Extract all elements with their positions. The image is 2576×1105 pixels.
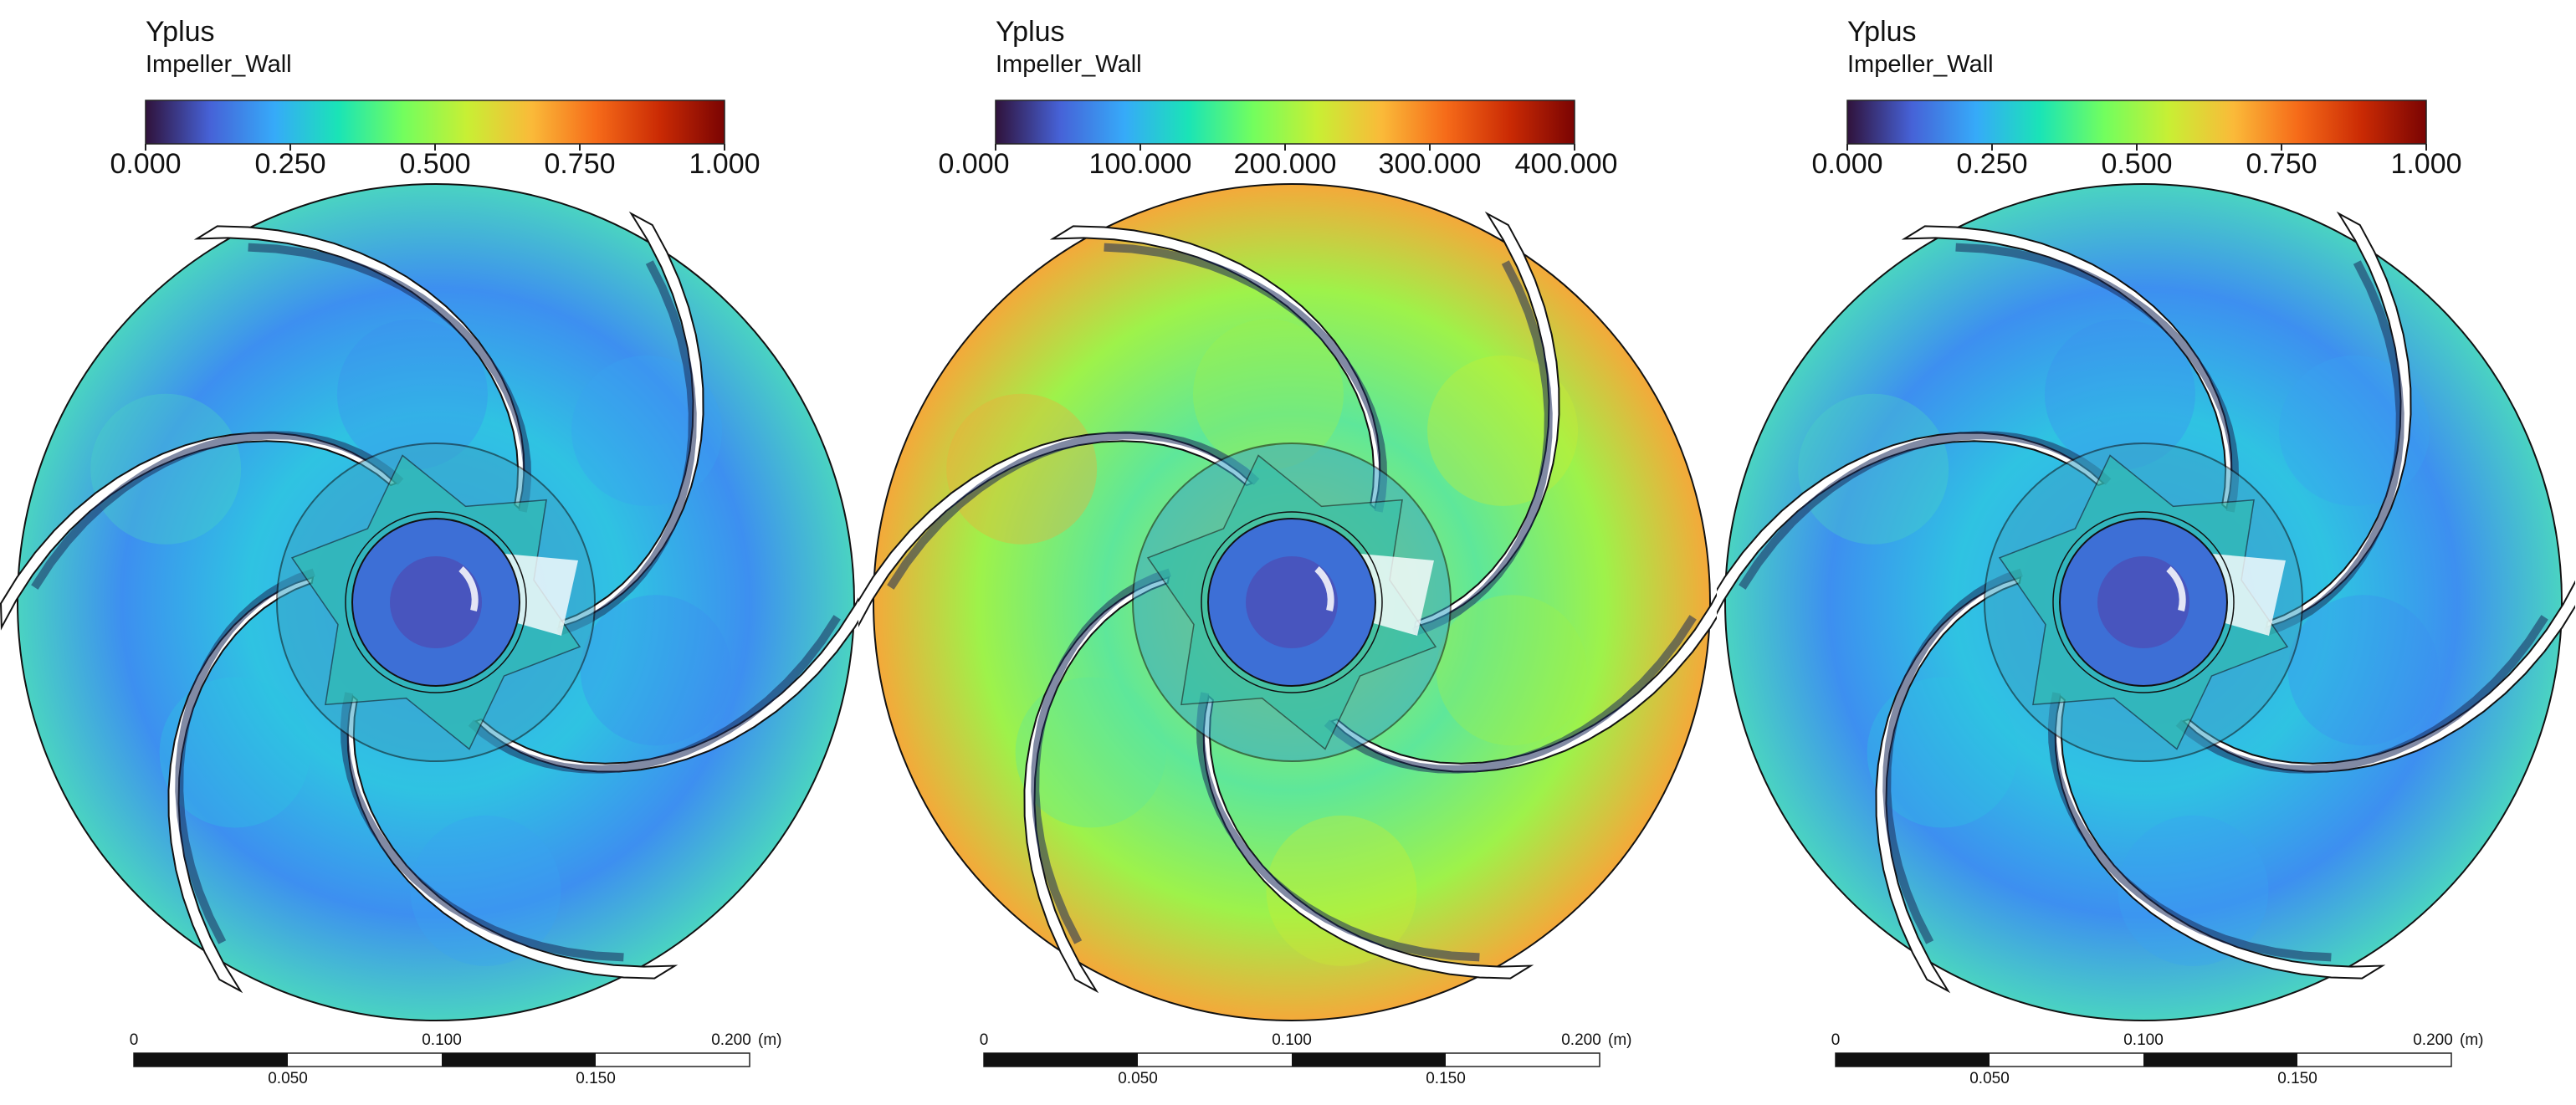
colorbar-tick-label: 0.500	[2101, 148, 2173, 180]
scale-unit: (m)	[1608, 1031, 1632, 1049]
colorbar-tick-label: 100.000	[1088, 148, 1192, 180]
scale-bar	[133, 1052, 750, 1067]
scale-tick-label: 0.200	[711, 1031, 751, 1049]
colorbar-tick-label: 1.000	[689, 148, 761, 180]
scale-tick-label: 0.200	[1561, 1031, 1601, 1049]
scale-bar	[1835, 1052, 2452, 1067]
scale-tick-label: 0.150	[1426, 1070, 1466, 1087]
colorbar-ticks	[1846, 144, 2427, 151]
location-title: Impeller_Wall	[146, 51, 292, 78]
colorbar-tick-label: 0.000	[938, 148, 1010, 180]
scale-tick-label: 0.100	[422, 1031, 462, 1049]
colorbar-tick-label: 0.000	[1811, 148, 1883, 180]
location-title: Impeller_Wall	[1847, 51, 1994, 78]
colorbar-tick-label: 300.000	[1378, 148, 1482, 180]
colorbar-tick-label: 0.000	[110, 148, 182, 180]
colorbar-tick-label: 0.750	[2246, 148, 2317, 180]
scale-tick-label: 0.150	[2277, 1070, 2317, 1087]
variable-title: Yplus	[146, 16, 215, 48]
scale-tick-label: 0	[979, 1031, 989, 1049]
location-title: Impeller_Wall	[996, 51, 1142, 78]
contour-panel-3: Yplus Impeller_Wall 0.000 0.250 0.500 0.…	[1717, 0, 2575, 1105]
scale-tick-label: 0	[1831, 1031, 1841, 1049]
scale-tick-label: 0	[129, 1031, 139, 1049]
contour-graphic	[858, 100, 1717, 1067]
impeller	[858, 183, 1717, 1021]
contour-panel-2: Yplus Impeller_Wall 0.000 100.000 200.00…	[858, 0, 1717, 1105]
impeller	[1717, 183, 2575, 1021]
scale-tick-label: 0.050	[268, 1070, 308, 1087]
scale-tick-label: 0.100	[2123, 1031, 2164, 1049]
variable-title: Yplus	[996, 16, 1065, 48]
colorbar	[1846, 100, 2427, 145]
impeller	[0, 183, 858, 1021]
colorbar-tick-label: 200.000	[1233, 148, 1337, 180]
contour-panel-1: Yplus Impeller_Wall 0.000 0.250 0.500 0.…	[0, 0, 858, 1105]
colorbar-tick-label: 1.000	[2390, 148, 2462, 180]
colorbar-ticks	[995, 144, 1575, 151]
scale-tick-label: 0.050	[1969, 1070, 2010, 1087]
scale-tick-label: 0.050	[1118, 1070, 1158, 1087]
contour-graphic	[0, 100, 858, 1067]
contour-graphic	[1717, 100, 2575, 1067]
scale-tick-label: 0.100	[1272, 1031, 1312, 1049]
scale-unit: (m)	[758, 1031, 782, 1049]
colorbar-tick-label: 0.750	[544, 148, 616, 180]
colorbar-tick-label: 0.250	[1956, 148, 2028, 180]
scale-tick-label: 0.150	[576, 1070, 616, 1087]
variable-title: Yplus	[1847, 16, 1917, 48]
scale-bar	[983, 1052, 1600, 1067]
colorbar-tick-label: 400.000	[1514, 148, 1618, 180]
scale-unit: (m)	[2460, 1031, 2484, 1049]
colorbar-tick-label: 0.500	[399, 148, 471, 180]
scale-tick-label: 0.200	[2413, 1031, 2453, 1049]
colorbar-tick-label: 0.250	[254, 148, 326, 180]
colorbar-ticks	[145, 144, 725, 151]
colorbar	[145, 100, 725, 145]
colorbar	[995, 100, 1575, 145]
